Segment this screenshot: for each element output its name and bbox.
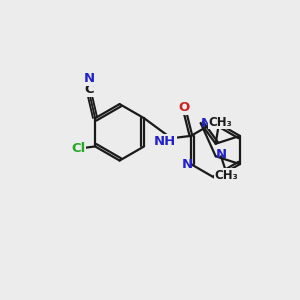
Text: N: N bbox=[215, 148, 226, 161]
Text: NH: NH bbox=[154, 135, 176, 148]
Text: N: N bbox=[200, 117, 211, 130]
Text: CH₃: CH₃ bbox=[215, 169, 238, 182]
Text: N: N bbox=[84, 72, 95, 85]
Text: O: O bbox=[178, 101, 190, 114]
Text: N: N bbox=[182, 158, 193, 171]
Text: Cl: Cl bbox=[71, 142, 85, 155]
Text: CH₃: CH₃ bbox=[208, 116, 232, 129]
Text: C: C bbox=[84, 83, 94, 96]
